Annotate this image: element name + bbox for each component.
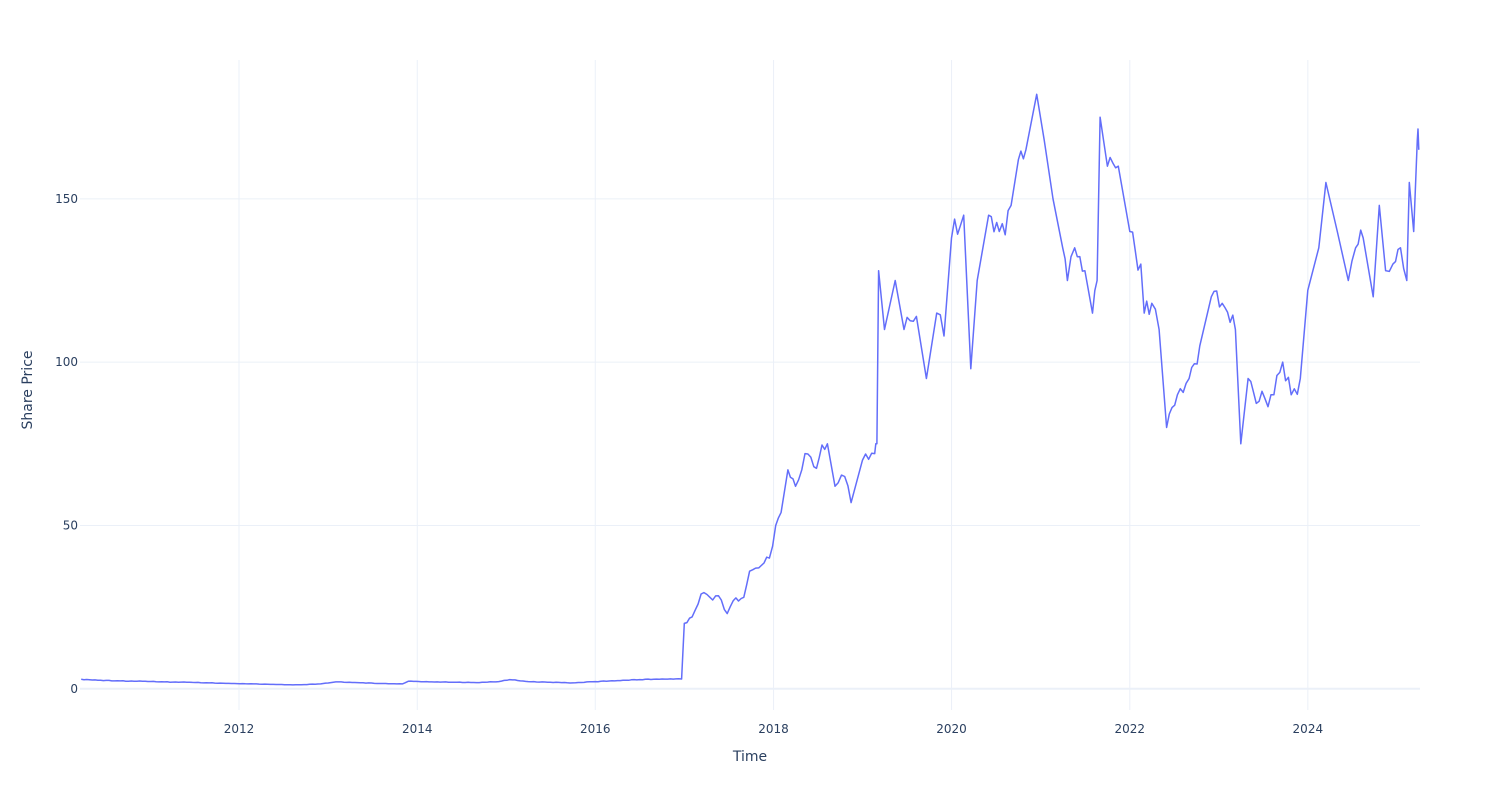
x-axis-title: Time [732, 749, 767, 765]
share-price-line [81, 93, 1420, 686]
grid [80, 60, 1420, 710]
y-tick-label: 150 [55, 192, 78, 206]
y-tick-label: 0 [70, 682, 78, 696]
x-tick-label: 2018 [758, 722, 789, 736]
series-layer [81, 93, 1420, 686]
x-tick-label: 2022 [1115, 722, 1146, 736]
x-tick-label: 2016 [580, 722, 611, 736]
x-tick-label: 2020 [936, 722, 967, 736]
y-tick-label: 50 [63, 518, 78, 532]
y-axis-title: Share Price [20, 350, 36, 429]
x-tick-label: 2014 [402, 722, 433, 736]
x-axis-ticks: 2012 2014 2016 2018 2020 2022 2024 [224, 722, 1323, 736]
y-tick-label: 100 [55, 355, 78, 369]
x-tick-label: 2012 [224, 722, 255, 736]
y-axis-ticks: 0 50 100 150 [55, 192, 78, 696]
x-tick-label: 2024 [1293, 722, 1324, 736]
